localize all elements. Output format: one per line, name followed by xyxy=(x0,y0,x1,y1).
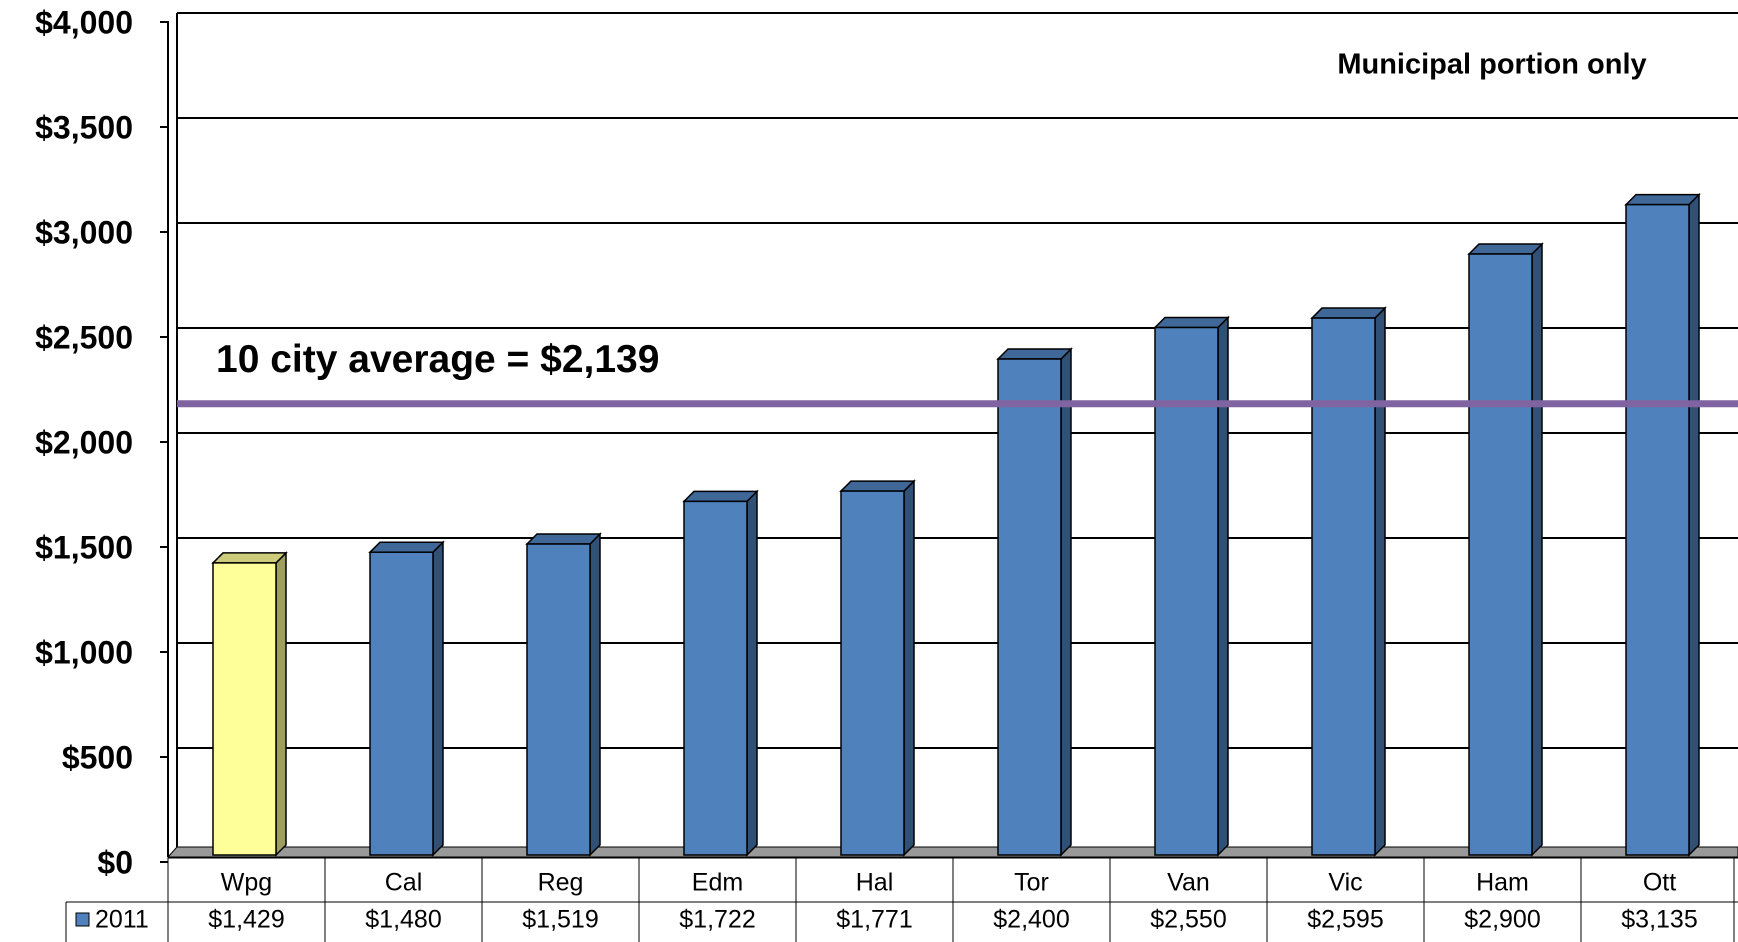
x-tick-label: Ott xyxy=(1643,869,1676,897)
bar-side xyxy=(1688,192,1700,857)
value-label: $1,519 xyxy=(522,906,598,934)
bar xyxy=(1154,326,1219,856)
value-label: $2,900 xyxy=(1464,906,1540,934)
y-tick-label: $3,000 xyxy=(35,214,133,250)
value-label: $1,771 xyxy=(836,906,912,934)
bar xyxy=(840,490,905,856)
bar-top xyxy=(211,552,288,564)
bar-top xyxy=(1153,316,1230,329)
y-tick-label: $1,000 xyxy=(35,634,133,670)
bar-side xyxy=(1060,347,1072,857)
value-label: $2,400 xyxy=(993,906,1069,934)
bar-top xyxy=(682,490,759,503)
y-tick-label: $500 xyxy=(62,739,133,775)
average-label: 10 city average = $2,139 xyxy=(216,338,659,381)
value-label: $1,429 xyxy=(208,906,284,934)
bar-side xyxy=(903,479,915,857)
bar xyxy=(683,500,748,856)
y-tick-label: $0 xyxy=(97,844,133,880)
bar-top xyxy=(368,541,445,553)
x-tick-label: Reg xyxy=(538,869,584,897)
value-label: $1,722 xyxy=(679,906,755,934)
y-tick-label: $2,000 xyxy=(35,424,133,460)
y-tick-label: $1,500 xyxy=(35,529,133,565)
y-tick-label: $2,500 xyxy=(35,319,133,355)
bar-side xyxy=(275,551,287,857)
bar xyxy=(1311,317,1376,856)
bar-side xyxy=(589,532,601,857)
x-tick-label: Van xyxy=(1167,869,1210,897)
bar xyxy=(1468,253,1533,856)
bar-side xyxy=(1374,306,1386,857)
bar-top xyxy=(1310,307,1387,319)
bar-side xyxy=(1531,242,1543,857)
bar xyxy=(997,358,1062,856)
bar-top xyxy=(1467,243,1544,255)
bar-side xyxy=(1217,315,1229,857)
bar-top xyxy=(1624,193,1701,206)
x-tick-label: Cal xyxy=(385,869,423,897)
bar xyxy=(369,551,434,856)
x-tick-label: Wpg xyxy=(221,869,272,897)
y-tick-label: $3,500 xyxy=(35,109,133,145)
value-label: $1,480 xyxy=(365,906,441,934)
value-label: $3,135 xyxy=(1621,906,1697,934)
bar-top xyxy=(525,533,602,545)
annotation: Municipal portion only xyxy=(1337,49,1646,81)
bar xyxy=(1625,203,1690,856)
bar-side xyxy=(432,540,444,857)
bar xyxy=(212,562,277,856)
bar-side xyxy=(746,489,758,857)
legend-key xyxy=(75,912,90,927)
x-tick-label: Vic xyxy=(1328,869,1362,897)
bar xyxy=(526,543,591,856)
x-tick-label: Ham xyxy=(1476,869,1529,897)
legend-label: 2011 xyxy=(95,906,149,934)
y-tick-label: $4,000 xyxy=(35,4,133,40)
x-tick-label: Hal xyxy=(856,869,894,897)
x-tick-label: Edm xyxy=(692,869,743,897)
bar-top xyxy=(839,480,916,492)
bar-top xyxy=(996,348,1073,360)
value-label: $2,550 xyxy=(1150,906,1226,934)
x-tick-label: Tor xyxy=(1014,869,1049,897)
value-label: $2,595 xyxy=(1307,906,1383,934)
